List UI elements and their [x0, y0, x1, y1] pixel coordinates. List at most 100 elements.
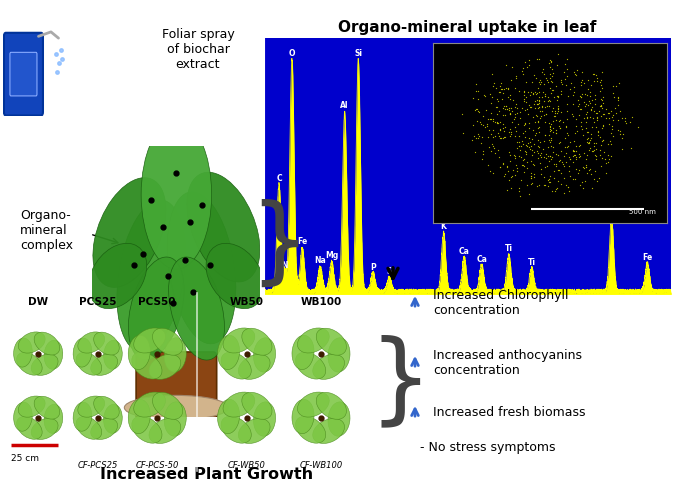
- Ellipse shape: [164, 338, 186, 372]
- Text: Increased Chlorophyll
concentration: Increased Chlorophyll concentration: [433, 288, 569, 316]
- Ellipse shape: [103, 341, 122, 369]
- Ellipse shape: [125, 396, 228, 420]
- Ellipse shape: [167, 192, 236, 344]
- Ellipse shape: [187, 173, 260, 283]
- X-axis label: keV: keV: [457, 317, 478, 327]
- Text: DW: DW: [28, 296, 48, 306]
- Ellipse shape: [313, 355, 345, 380]
- Text: CF-PCS25: CF-PCS25: [77, 460, 118, 468]
- Ellipse shape: [223, 328, 255, 353]
- Ellipse shape: [14, 338, 32, 367]
- Ellipse shape: [297, 392, 329, 417]
- Text: WB100: WB100: [300, 296, 342, 306]
- FancyBboxPatch shape: [4, 34, 43, 116]
- FancyBboxPatch shape: [10, 53, 37, 97]
- Ellipse shape: [316, 328, 347, 355]
- Ellipse shape: [18, 396, 45, 417]
- Text: K: K: [440, 222, 447, 231]
- Ellipse shape: [78, 332, 105, 353]
- Ellipse shape: [34, 396, 60, 419]
- Ellipse shape: [295, 352, 326, 379]
- Ellipse shape: [206, 244, 264, 309]
- Text: WB50: WB50: [229, 296, 264, 306]
- Ellipse shape: [316, 392, 347, 420]
- Text: PCS50: PCS50: [138, 296, 176, 306]
- Text: 25 cm: 25 cm: [12, 453, 39, 463]
- Ellipse shape: [132, 352, 162, 379]
- Ellipse shape: [16, 353, 42, 375]
- Text: - No stress symptoms: - No stress symptoms: [420, 441, 556, 453]
- Text: Ti: Ti: [505, 244, 513, 253]
- Ellipse shape: [218, 400, 240, 434]
- Title: Organo-mineral uptake in leaf: Organo-mineral uptake in leaf: [338, 20, 597, 35]
- Ellipse shape: [221, 352, 251, 379]
- Ellipse shape: [94, 396, 119, 419]
- Ellipse shape: [292, 336, 314, 370]
- Ellipse shape: [117, 201, 186, 352]
- Ellipse shape: [44, 405, 63, 433]
- Text: Ca: Ca: [459, 246, 470, 255]
- Ellipse shape: [242, 328, 272, 355]
- Text: Fe: Fe: [606, 207, 616, 217]
- Text: Na: Na: [314, 256, 326, 265]
- Text: Foliar spray
of biochar
extract: Foliar spray of biochar extract: [162, 28, 234, 71]
- Ellipse shape: [76, 417, 101, 439]
- Ellipse shape: [16, 417, 42, 439]
- Ellipse shape: [153, 328, 183, 355]
- Text: P: P: [370, 262, 376, 271]
- Ellipse shape: [295, 416, 326, 443]
- Text: N: N: [282, 261, 288, 269]
- Ellipse shape: [18, 332, 45, 353]
- Ellipse shape: [313, 419, 345, 444]
- Text: Increased fresh biomass: Increased fresh biomass: [433, 406, 586, 419]
- Ellipse shape: [149, 419, 181, 444]
- Ellipse shape: [238, 419, 270, 444]
- Text: Si: Si: [354, 49, 362, 58]
- Ellipse shape: [328, 338, 350, 372]
- Ellipse shape: [128, 400, 150, 434]
- Text: Increased anthocyanins
concentration: Increased anthocyanins concentration: [433, 348, 582, 376]
- Text: CF-WB100: CF-WB100: [299, 460, 342, 468]
- Text: Ti: Ti: [527, 257, 536, 266]
- Text: O: O: [289, 49, 295, 58]
- Ellipse shape: [218, 336, 240, 370]
- Ellipse shape: [32, 419, 58, 440]
- Text: Ca: Ca: [476, 254, 487, 264]
- Ellipse shape: [328, 402, 350, 436]
- Ellipse shape: [253, 402, 275, 436]
- FancyBboxPatch shape: [136, 352, 216, 423]
- Text: CF-WB50: CF-WB50: [227, 460, 266, 468]
- Ellipse shape: [32, 354, 58, 376]
- Text: PCS25: PCS25: [79, 296, 116, 306]
- Ellipse shape: [34, 332, 60, 355]
- Ellipse shape: [44, 341, 63, 369]
- Ellipse shape: [73, 338, 92, 367]
- Ellipse shape: [134, 328, 166, 353]
- Ellipse shape: [253, 338, 275, 372]
- Ellipse shape: [141, 121, 212, 270]
- Ellipse shape: [169, 258, 225, 360]
- Text: S: S: [386, 267, 392, 276]
- Ellipse shape: [90, 354, 118, 376]
- Text: Fe: Fe: [643, 252, 653, 262]
- Text: Organo-
mineral
complex: Organo- mineral complex: [20, 208, 73, 251]
- Text: Fe: Fe: [297, 237, 308, 245]
- Ellipse shape: [128, 336, 150, 370]
- Text: }: }: [368, 334, 432, 430]
- Ellipse shape: [90, 419, 118, 440]
- Text: C: C: [276, 174, 282, 183]
- Ellipse shape: [132, 416, 162, 443]
- Ellipse shape: [297, 328, 329, 353]
- Ellipse shape: [238, 355, 270, 380]
- Ellipse shape: [103, 405, 122, 433]
- Text: }: }: [249, 199, 309, 290]
- Ellipse shape: [88, 244, 147, 309]
- Ellipse shape: [128, 258, 184, 360]
- Ellipse shape: [76, 353, 101, 375]
- Ellipse shape: [78, 396, 105, 417]
- Ellipse shape: [14, 402, 32, 431]
- Ellipse shape: [73, 402, 92, 431]
- Ellipse shape: [292, 400, 314, 434]
- Ellipse shape: [242, 392, 272, 420]
- Text: Increased Plant Growth: Increased Plant Growth: [101, 466, 314, 481]
